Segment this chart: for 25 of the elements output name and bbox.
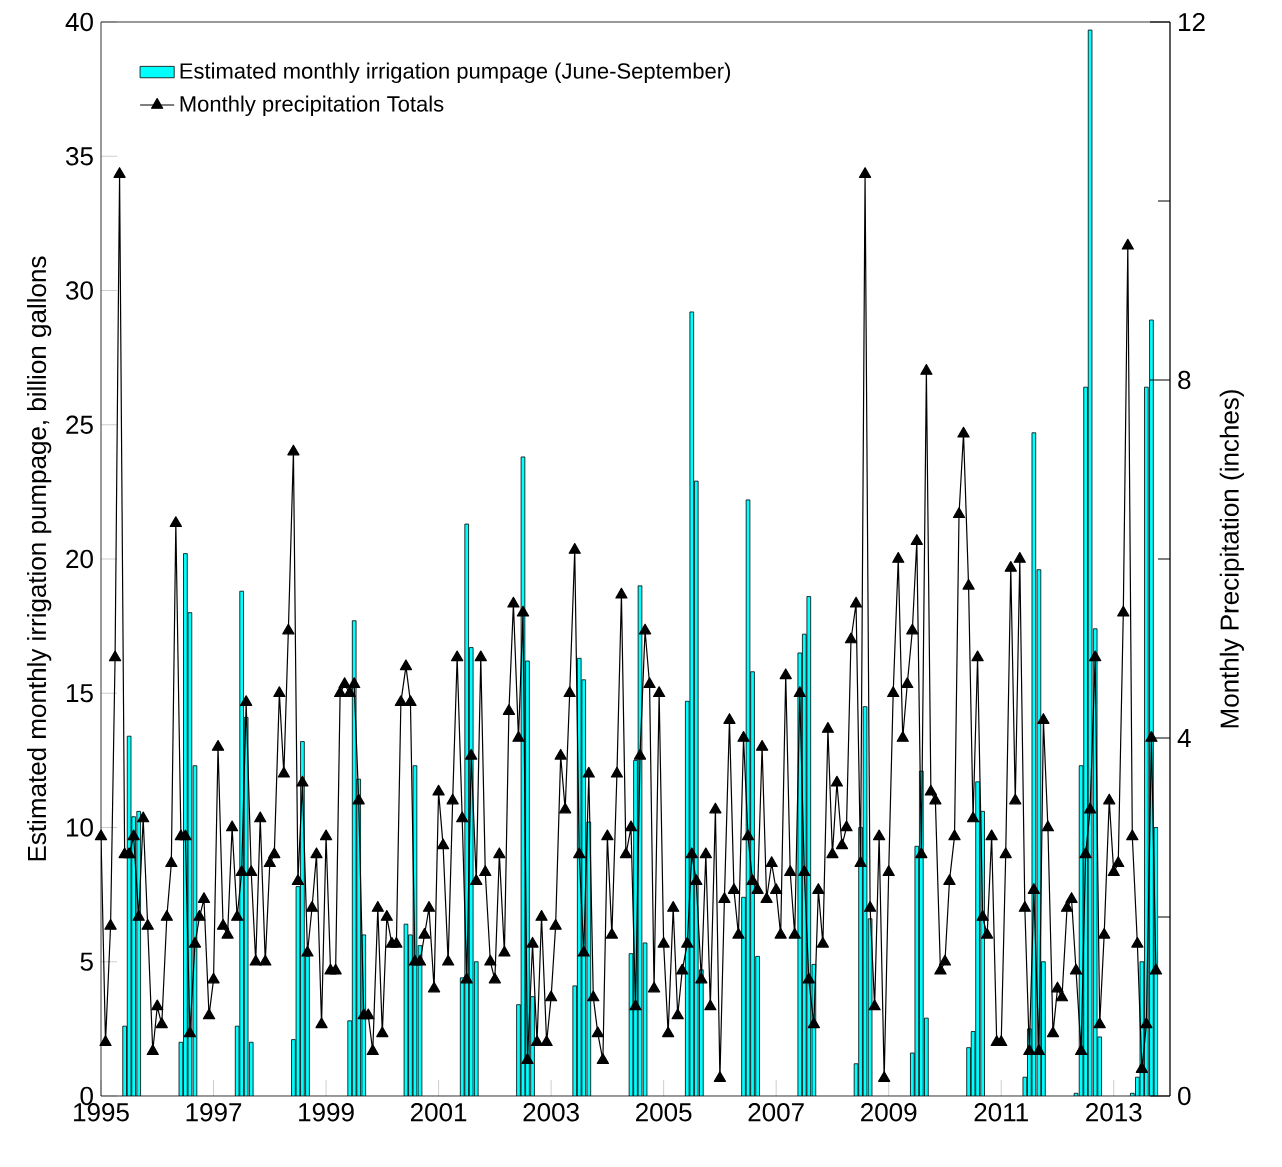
y2-tick-label: 4	[1177, 729, 1191, 747]
y-axis-title: Estimated monthly irrigation pumpage, billion gallons	[27, 256, 52, 861]
y-tick-label: 15	[66, 684, 93, 703]
y-tick-label: 5	[80, 952, 93, 971]
x-tick-label: 2005	[636, 1103, 692, 1122]
y-tick-label: 40	[65, 12, 93, 32]
y2-axis-title: Monthly Precipitation (inches)	[1219, 390, 1244, 728]
x-tick-label: 2007	[748, 1103, 804, 1122]
legend-label: Estimated monthly irrigation pumpage (June-September)	[180, 62, 731, 84]
y-tick-label: 30	[66, 281, 93, 300]
y-tick-label: 25	[66, 415, 93, 434]
x-tick-label: 2013	[1086, 1103, 1142, 1122]
y-tick-label: 35	[66, 147, 93, 166]
x-tick-label: 2001	[410, 1103, 467, 1122]
y-tick-label: 20	[66, 549, 93, 569]
y2-tick-label: 0	[1178, 1086, 1191, 1106]
x-tick-label: 2011	[974, 1103, 1028, 1122]
x-tick-label: 2009	[861, 1103, 917, 1122]
x-tick-label: 1999	[299, 1103, 354, 1122]
x-tick-label: 2003	[523, 1103, 579, 1122]
legend-label: Monthly precipitation Totals	[180, 95, 444, 117]
y-tick-label: 10	[66, 818, 93, 837]
y2-tick-label: 12	[1179, 12, 1205, 32]
x-tick-label: 1997	[186, 1103, 242, 1122]
y2-tick-label: 8	[1178, 370, 1191, 390]
